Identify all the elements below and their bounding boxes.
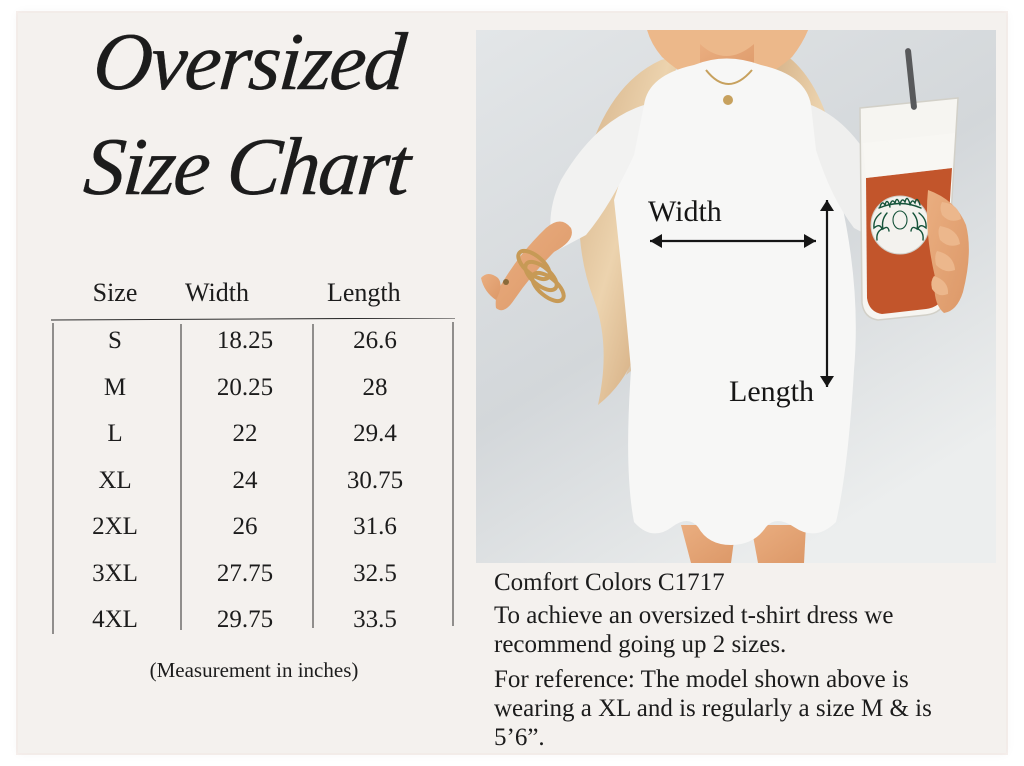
svg-text:Width: Width [648,195,722,228]
svg-text:Size Chart: Size Chart [81,121,417,212]
svg-text:Length: Length [729,375,814,408]
svg-text:Oversized: Oversized [90,16,411,107]
